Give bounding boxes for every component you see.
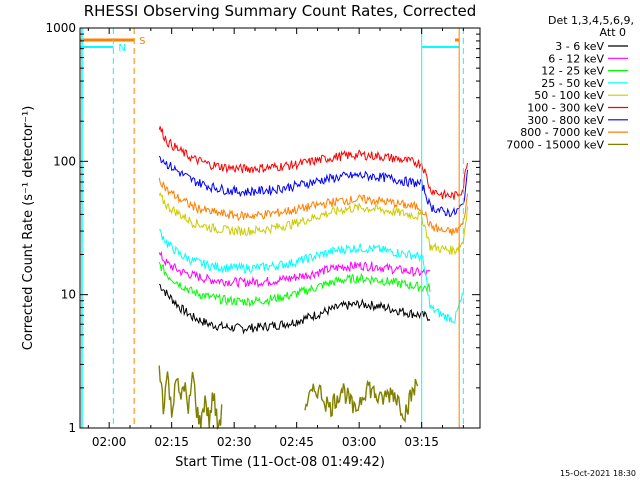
legend-label-3-6-kev: 3 - 6 keV [555, 40, 604, 53]
series-line-3-6-kev [158, 283, 431, 335]
legend-label-50-100-kev: 50 - 100 keV [534, 89, 604, 102]
y-tick-label: 1 [68, 421, 76, 435]
series-line-25-50-kev [159, 228, 464, 324]
series-line-7000-15000-kev [158, 365, 223, 431]
legend-label-300-800-kev: 300 - 800 keV [527, 114, 604, 127]
x-tick-label: 02:30 [217, 435, 252, 449]
annotation-n: N [118, 43, 125, 54]
series-line-100-300-kev [158, 126, 468, 200]
legend-header-line-1: Det 1,3,4,5,6,9, [548, 14, 634, 27]
chart-title: RHESSI Observing Summary Count Rates, Co… [84, 2, 477, 20]
y-tick-label: 10 [61, 288, 76, 302]
series-line-7000-15000-kev-late [304, 378, 419, 424]
x-tick-label: 03:00 [342, 435, 377, 449]
y-axis-label: Corrected Count Rate (s⁻¹ detector⁻¹) [21, 106, 36, 351]
x-tick-label: 02:15 [154, 435, 189, 449]
series-line-6-12-kev [158, 250, 431, 289]
x-tick-label: 02:45 [279, 435, 314, 449]
footer-timestamp: 15-Oct-2021 18:30 [560, 469, 636, 478]
series-line-12-25-kev [158, 261, 431, 308]
legend-label-100-300-kev: 100 - 300 keV [527, 102, 604, 115]
plot-frame [79, 27, 481, 429]
y-tick-label: 100 [53, 154, 76, 168]
marker-layer: SN [80, 28, 464, 428]
series-layer [158, 126, 468, 431]
series-line-300-800-kev [158, 155, 468, 218]
x-axis-label: Start Time (11-Oct-08 01:49:42) [175, 455, 385, 470]
legend-label-800-7000-kev: 800 - 7000 keV [520, 126, 604, 139]
legend-label-6-12-kev: 6 - 12 keV [548, 52, 604, 65]
x-tick-label: 02:00 [92, 435, 127, 449]
legend-label-25-50-kev: 25 - 50 keV [541, 77, 604, 90]
legend-label-12-25-kev: 12 - 25 keV [541, 65, 604, 78]
legend-header-line-2: Att 0 [600, 26, 626, 39]
annotation-s: S [139, 36, 145, 47]
series-line-800-7000-kev [158, 177, 468, 236]
x-tick-label: 03:15 [404, 435, 439, 449]
series-line-50-100-kev [158, 192, 468, 256]
tick-layer: 02:00 02:15 02:30 02:45 03:00 03:15 1 10 100 1000 [45, 21, 480, 449]
y-tick-label: 1000 [45, 21, 76, 35]
legend-label-7000-15000-kev: 7000 - 15000 keV [506, 138, 604, 151]
